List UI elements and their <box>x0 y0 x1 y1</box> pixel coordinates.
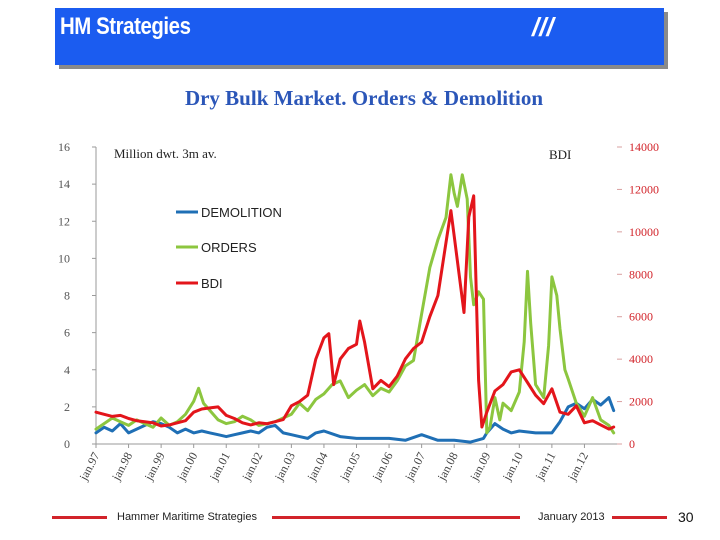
left-tick-label: 4 <box>64 363 70 377</box>
left-tick-label: 10 <box>58 251 70 265</box>
x-tick-label: jan.04 <box>304 450 331 484</box>
chart-title: Dry Bulk Market. Orders & Demolition <box>184 86 544 110</box>
legend-label-orders: ORDERS <box>201 240 257 255</box>
series-line-bdi <box>94 194 616 431</box>
x-tick-label: jan.97 <box>76 450 103 484</box>
x-tick-label: jan.00 <box>174 450 201 484</box>
right-tick-label: 4000 <box>629 352 653 366</box>
footer-line-center <box>272 516 520 519</box>
x-tick-label: jan.11 <box>532 450 559 483</box>
left-tick-label: 8 <box>64 289 70 303</box>
left-tick-label: 2 <box>64 400 70 414</box>
footer-date: January 2013 <box>538 511 605 523</box>
x-tick-label: jan.05 <box>336 450 363 484</box>
x-tick-label: jan.09 <box>467 450 494 484</box>
x-tick-label: jan.01 <box>206 450 233 484</box>
left-tick-label: 12 <box>58 214 70 228</box>
right-tick-label: 0 <box>629 437 635 451</box>
legend-label-demolition: DEMOLITION <box>201 205 282 220</box>
page-number: 30 <box>678 509 694 525</box>
x-tick-label: jan.12 <box>564 450 591 484</box>
x-tick-label: jan.02 <box>239 450 266 484</box>
right-tick-label: 8000 <box>629 267 653 281</box>
right-tick-label: 10000 <box>629 225 659 239</box>
x-tick-label: jan.10 <box>499 450 526 484</box>
footer-line-right <box>612 516 667 519</box>
right-tick-label: 6000 <box>629 310 653 324</box>
x-tick-label: jan.08 <box>434 450 461 484</box>
footer-line-left <box>52 516 107 519</box>
left-tick-label: 16 <box>58 140 70 154</box>
right-axis-title: BDI <box>549 147 571 162</box>
left-tick-label: 14 <box>58 177 70 191</box>
left-tick-label: 6 <box>64 326 70 340</box>
legend-label-bdi: BDI <box>201 276 223 291</box>
series-line-orders <box>94 173 616 435</box>
right-tick-label: 12000 <box>629 182 659 196</box>
x-tick-label: jan.06 <box>369 450 396 484</box>
series-line-demolition <box>94 396 616 444</box>
footer-company: Hammer Maritime Strategies <box>117 511 257 523</box>
x-tick-label: jan.98 <box>108 450 135 484</box>
header-logo-mark: /// <box>532 12 554 42</box>
x-tick-label: jan.07 <box>402 450 429 484</box>
right-tick-label: 14000 <box>629 140 659 154</box>
x-tick-label: jan.99 <box>141 450 168 484</box>
left-tick-label: 0 <box>64 437 70 451</box>
header-title: HM Strategies <box>60 13 191 40</box>
x-tick-label: jan.03 <box>271 450 298 484</box>
left-axis-title: Million dwt. 3m av. <box>114 146 217 161</box>
right-tick-label: 2000 <box>629 395 653 409</box>
header-banner <box>55 8 664 65</box>
